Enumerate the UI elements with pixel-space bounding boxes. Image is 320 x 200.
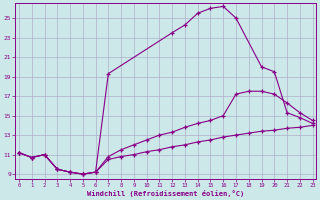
X-axis label: Windchill (Refroidissement éolien,°C): Windchill (Refroidissement éolien,°C) xyxy=(87,190,244,197)
